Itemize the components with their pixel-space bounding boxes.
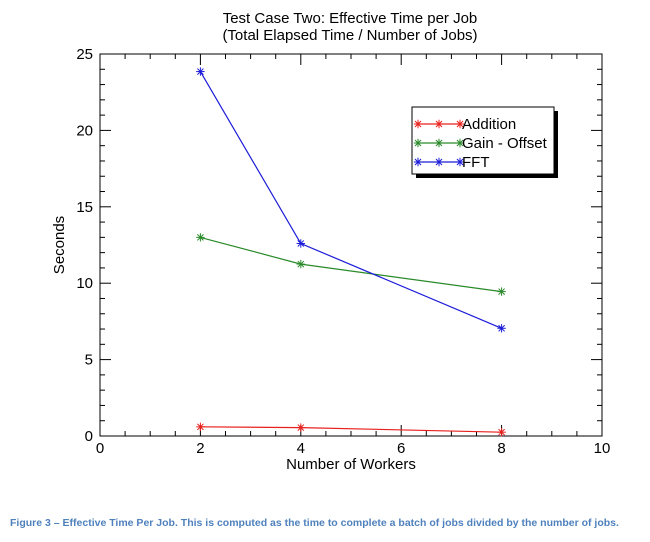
data-point xyxy=(497,324,506,333)
legend-marker xyxy=(455,119,465,129)
y-tick-label: 5 xyxy=(85,352,93,369)
legend-label: Addition xyxy=(462,116,516,133)
chart-subtitle: (Total Elapsed Time / Number of Jobs) xyxy=(222,27,477,44)
legend-marker xyxy=(413,119,423,129)
legend-marker xyxy=(413,138,423,148)
legend-entry: FFT xyxy=(413,154,490,171)
legend-entry: Gain - Offset xyxy=(413,135,548,152)
data-point xyxy=(196,233,205,242)
x-tick-labels: 0 2 4 6 8 10 xyxy=(96,440,611,457)
series-fft xyxy=(196,67,506,333)
y-tick-label: 0 xyxy=(85,428,93,445)
y-tick-label: 10 xyxy=(76,275,93,292)
legend-marker xyxy=(455,157,465,167)
y-axis-label: Seconds xyxy=(51,216,68,274)
x-axis-label: Number of Workers xyxy=(286,456,416,473)
x-tick-label: 8 xyxy=(497,440,505,457)
data-point xyxy=(296,259,305,269)
series-gain-offset xyxy=(196,233,506,296)
x-tick-label: 4 xyxy=(297,440,305,457)
legend-entry: Addition xyxy=(413,116,516,133)
legend: Addition Gain - Offset FFT xyxy=(411,106,558,178)
y-tick-label: 20 xyxy=(76,122,93,139)
series-addition xyxy=(196,422,506,437)
y-tick-label: 15 xyxy=(76,199,93,216)
legend-marker xyxy=(413,157,423,167)
figure-caption: Figure 3 – Effective Time Per Job. This … xyxy=(10,517,619,529)
legend-marker xyxy=(455,138,465,148)
legend-marker xyxy=(434,138,444,148)
y-tick-labels: 0 5 10 15 20 25 xyxy=(76,46,93,445)
axis-ticks xyxy=(99,53,603,437)
legend-label: FFT xyxy=(462,154,490,171)
data-point xyxy=(296,423,305,432)
x-tick-label: 2 xyxy=(196,440,204,457)
data-point xyxy=(196,67,205,76)
chart-title: Test Case Two: Effective Time per Job xyxy=(223,10,478,27)
legend-box xyxy=(411,106,555,175)
series-layer xyxy=(196,67,506,437)
x-tick-label: 6 xyxy=(397,440,405,457)
legend-marker xyxy=(434,119,444,129)
x-tick-label: 10 xyxy=(594,440,611,457)
data-point xyxy=(497,427,506,437)
x-tick-label: 0 xyxy=(96,440,104,457)
data-point xyxy=(497,287,506,296)
legend-label: Gain - Offset xyxy=(462,135,548,152)
legend-marker xyxy=(434,157,444,167)
data-point xyxy=(196,422,205,432)
data-point xyxy=(296,239,305,248)
y-tick-label: 25 xyxy=(76,46,93,63)
